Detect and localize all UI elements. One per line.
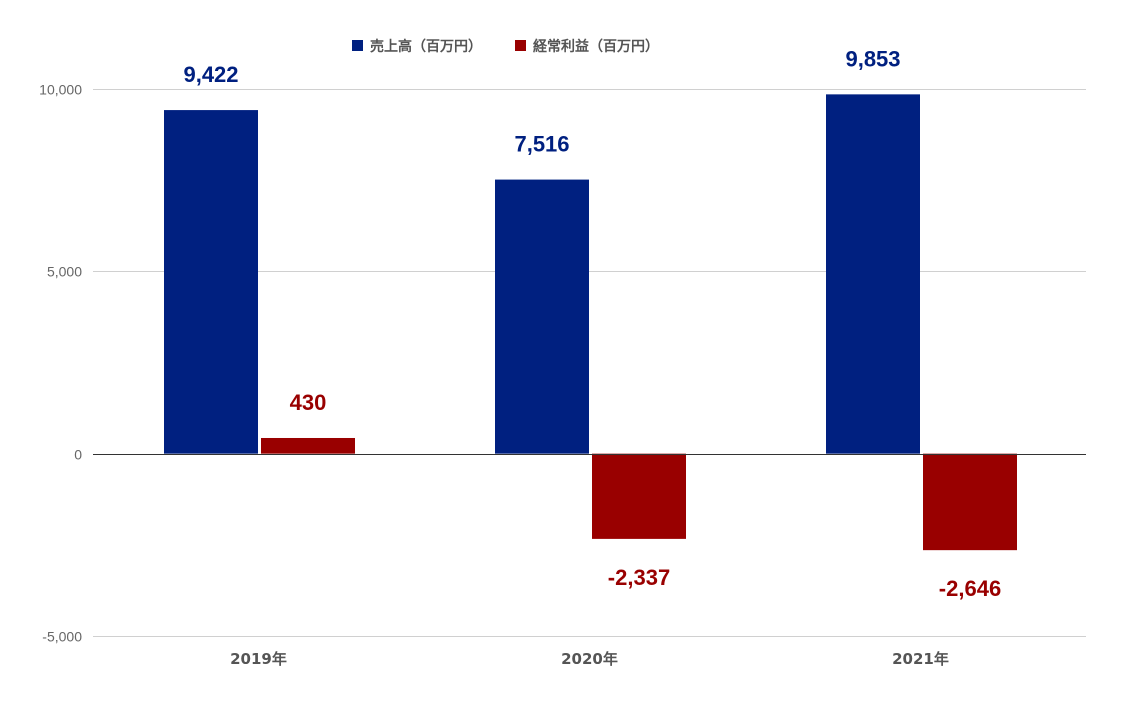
y-tick-label: 5,000 bbox=[47, 264, 82, 280]
sales-bar-0 bbox=[164, 110, 258, 454]
profit-bar-2 bbox=[923, 453, 1017, 551]
x-category-label: 2021年 bbox=[892, 650, 949, 668]
sales-bar-2 bbox=[826, 94, 920, 454]
legend: 売上高（百万円） 経常利益（百万円） bbox=[352, 38, 659, 55]
profit-data-label-0: 430 bbox=[290, 390, 327, 415]
y-tick-label: 0 bbox=[74, 447, 82, 463]
sales-data-label-0: 9,422 bbox=[183, 62, 238, 87]
legend-swatch bbox=[515, 40, 526, 51]
profit-data-label-1: -2,337 bbox=[608, 565, 670, 590]
legend-label: 経常利益（百万円） bbox=[533, 38, 659, 55]
legend-swatch bbox=[352, 40, 363, 51]
sales-data-label-2: 9,853 bbox=[845, 46, 900, 71]
legend-label: 売上高（百万円） bbox=[370, 38, 482, 55]
profit-data-label-2: -2,646 bbox=[939, 576, 1001, 601]
data-labels: 9,422 430 7,516 -2,337 9,853 -2,646 bbox=[183, 46, 1001, 601]
x-category-label: 2019年 bbox=[230, 650, 287, 668]
y-tick-label: 10,000 bbox=[39, 82, 82, 98]
bars bbox=[164, 94, 1017, 551]
profit-bar-1 bbox=[592, 453, 686, 539]
axis-labels: 10,000 5,000 0 -5,000 2019年 2020年 2021年 bbox=[39, 82, 949, 669]
x-category-label: 2020年 bbox=[561, 650, 618, 668]
sales-bar-1 bbox=[495, 179, 589, 454]
y-tick-label: -5,000 bbox=[42, 629, 82, 645]
sales-data-label-1: 7,516 bbox=[514, 132, 569, 157]
gridlines bbox=[93, 89, 1086, 637]
profit-bar-0 bbox=[261, 437, 355, 454]
